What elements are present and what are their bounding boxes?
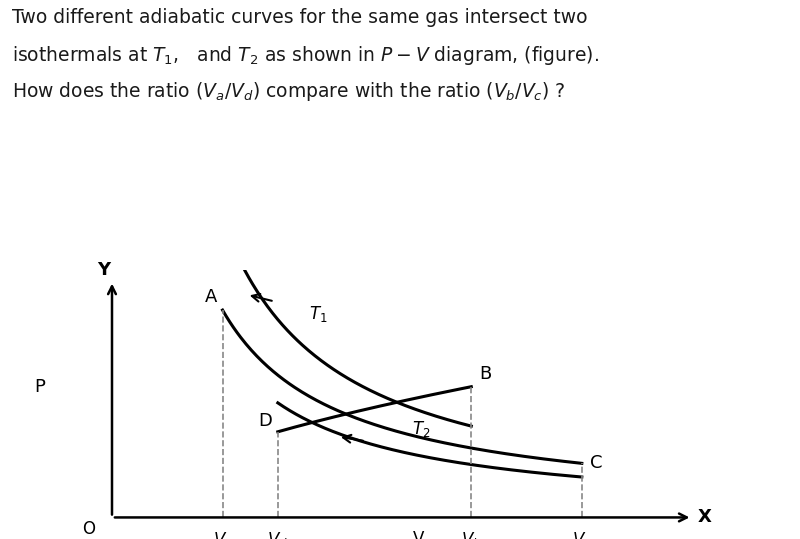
Text: P: P [34,378,46,396]
Text: $V_c$: $V_c$ [572,530,592,539]
Text: Y: Y [97,260,110,279]
Text: V: V [414,530,425,539]
Text: $V_b$: $V_b$ [461,530,482,539]
Text: C: C [590,454,602,472]
Text: A: A [205,288,217,306]
Text: isothermals at $T_1$,   and $T_2$ as shown in $P-V$ diagram, (figure).: isothermals at $T_1$, and $T_2$ as shown… [12,44,599,67]
Text: $T_2$: $T_2$ [412,419,430,439]
Text: O: O [82,520,95,538]
Text: X: X [698,508,712,527]
Text: D: D [258,412,272,430]
Text: $V_d$: $V_d$ [267,530,288,539]
Text: How does the ratio $(V_a/V_d)$ compare with the ratio $(V_b/V_c)$ ?: How does the ratio $(V_a/V_d)$ compare w… [12,80,566,103]
Text: B: B [479,365,492,383]
Text: $V_a$: $V_a$ [213,530,233,539]
Text: Two different adiabatic curves for the same gas intersect two: Two different adiabatic curves for the s… [12,8,587,27]
Text: $T_1$: $T_1$ [309,304,327,324]
